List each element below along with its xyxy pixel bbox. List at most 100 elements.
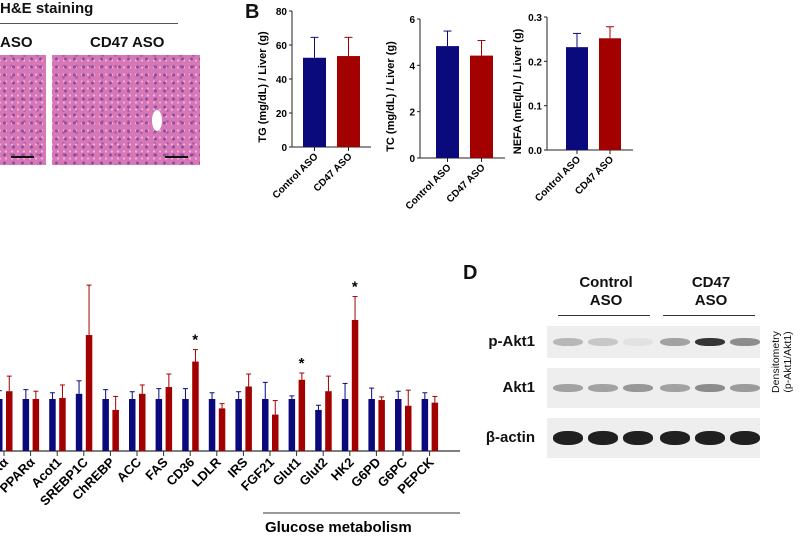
bar	[599, 38, 621, 150]
y-tick-label: 0.1	[528, 102, 542, 113]
y-axis-label: NEFA (mEq/L) / Liver (g)	[512, 28, 524, 154]
y-axis-label: TG (mg/dL) / Liver (g)	[257, 31, 269, 143]
bar	[288, 399, 296, 451]
bar	[192, 361, 199, 451]
y-tick-label: 4	[409, 61, 415, 72]
vessel-lumen	[152, 110, 162, 131]
bar	[262, 399, 269, 451]
group-label-left: ASO	[0, 34, 33, 51]
blot-band	[660, 431, 690, 445]
y-axis-label: TC (mg/dL) / Liver (g)	[385, 41, 397, 152]
blot-label: β-actin	[485, 429, 535, 446]
x-tick-label: G6PD	[348, 455, 384, 491]
bar	[315, 409, 322, 451]
blot-0	[547, 326, 760, 358]
bar	[59, 397, 66, 451]
x-tick-label: Glut1	[270, 455, 304, 489]
significance-star: *	[352, 279, 358, 296]
bar	[341, 399, 349, 451]
group-label: Glucose metabolism	[265, 519, 412, 536]
significance-star: *	[192, 332, 198, 349]
blot-band	[695, 431, 725, 445]
blot-band	[553, 384, 583, 392]
bar-chart-0: 0 20 40 60 80 TG (mg/dL) / Liver (g)Control A…	[257, 7, 371, 201]
he-image-control	[0, 55, 46, 165]
blot-band	[588, 431, 618, 445]
bar	[0, 399, 3, 451]
panel-c-chart: RαPPARαAcot1SREBP1CChREBPACCFAS*CD36LDLR…	[0, 279, 460, 536]
x-tick-label: Control ASO	[404, 162, 454, 212]
bar	[395, 399, 402, 451]
bar	[421, 399, 429, 451]
blot-band	[730, 338, 760, 346]
bar	[129, 399, 136, 451]
y-tick-label: 40	[276, 75, 288, 86]
blot-band	[623, 338, 653, 346]
bar	[49, 399, 56, 451]
blot-band	[730, 384, 760, 392]
blot-label: p-Akt1	[488, 333, 535, 350]
bar	[368, 399, 375, 451]
bar	[182, 399, 189, 451]
x-tick-label: LDLR	[189, 454, 225, 490]
blot-band	[623, 431, 653, 445]
y-tick-label: 0	[409, 154, 415, 165]
he-image-cd47	[52, 55, 200, 165]
group-label-line: ASO	[694, 292, 728, 309]
y-tick-label: 6	[409, 15, 415, 26]
blot-band	[660, 338, 690, 346]
group-label-line: CD47	[691, 274, 731, 291]
bar	[272, 414, 279, 451]
x-tick-label: Glut2	[296, 455, 330, 489]
bar	[208, 399, 216, 451]
blot-band	[588, 384, 618, 392]
group-label-cd47: CD47 ASO	[665, 274, 757, 310]
bar-chart-2: 0.0 0.1 0.2 0.3 NEFA (mEq/L) / Liver (g) Cont…	[512, 13, 633, 204]
group-line-control	[558, 315, 650, 316]
bar	[431, 402, 439, 451]
group-label-control: Control ASO	[560, 274, 652, 310]
bar	[165, 387, 173, 451]
significance-star: *	[299, 355, 305, 372]
x-tick-label: Control ASO	[271, 151, 321, 201]
blot-band	[660, 384, 690, 392]
y-tick-label: 80	[276, 7, 288, 18]
bar	[6, 391, 13, 451]
bar	[218, 408, 226, 451]
blot-band	[695, 384, 725, 392]
blot-1	[547, 368, 760, 408]
x-tick-label: ACC	[114, 454, 145, 485]
bar	[75, 393, 83, 451]
y-tick-label: 60	[276, 41, 288, 52]
bar	[378, 400, 385, 451]
bar	[351, 319, 359, 451]
group-label-right: CD47 ASO	[90, 34, 165, 51]
y-tick-label: 0.0	[528, 146, 542, 157]
y-tick-label: 2	[409, 108, 415, 119]
blot-label: Akt1	[502, 379, 535, 396]
blot-band	[553, 431, 583, 445]
blot-band	[730, 431, 760, 445]
axis-label-line: (p-Akt1/Akt1)	[782, 331, 794, 393]
group-line-cd47	[663, 315, 755, 316]
blot-band	[695, 338, 725, 346]
y-tick-label: 0.2	[528, 57, 542, 68]
blot-band	[588, 338, 618, 346]
blot-band	[623, 384, 653, 392]
bar	[566, 47, 588, 150]
bar	[405, 405, 412, 451]
blot-band	[553, 338, 583, 346]
bar	[303, 57, 326, 147]
bar	[436, 46, 459, 159]
axis-label-line: Densitometry	[770, 331, 782, 393]
bar	[245, 386, 252, 451]
bar	[325, 391, 332, 451]
x-tick-label: Control ASO	[533, 154, 583, 204]
x-tick-label: Rα	[0, 455, 11, 478]
bar	[112, 409, 119, 451]
scale-bar	[165, 156, 188, 158]
bar	[85, 335, 93, 451]
group-label-line: Control	[579, 274, 633, 291]
